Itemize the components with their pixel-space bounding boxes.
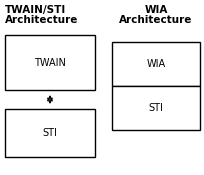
Text: STI: STI [42, 128, 57, 138]
Text: WIA: WIA [146, 59, 165, 69]
Bar [5, 109, 94, 157]
Bar [111, 42, 199, 86]
Text: STI: STI [148, 103, 163, 113]
Text: Architecture: Architecture [119, 15, 192, 25]
Text: TWAIN: TWAIN [34, 58, 66, 68]
Text: WIA: WIA [144, 5, 167, 15]
Bar [111, 86, 199, 130]
Text: TWAIN/STI: TWAIN/STI [5, 5, 66, 15]
Text: Architecture: Architecture [5, 15, 78, 25]
Bar [5, 35, 94, 90]
